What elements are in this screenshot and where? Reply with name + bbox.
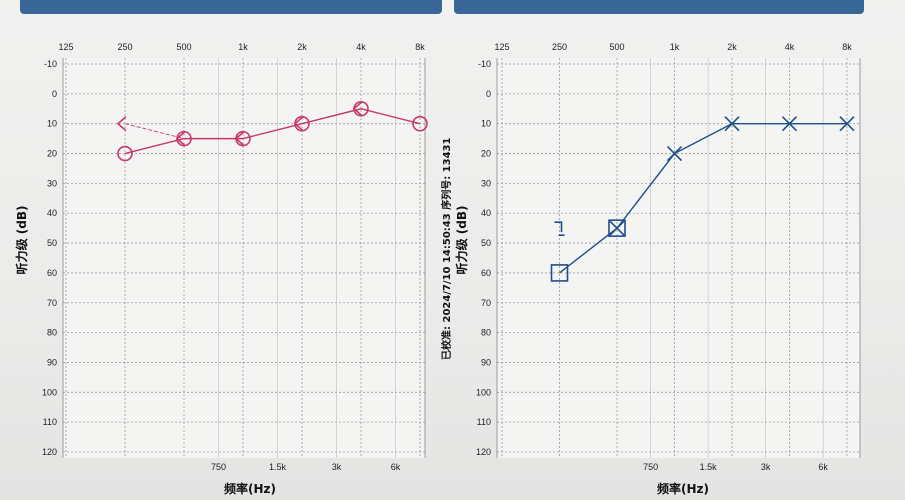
y-tick-label: 60: [481, 268, 491, 278]
audiogram-left-ear: -10 0 10 20 30 40 50 60 70 80 90 100 110 120 125 250 500…: [454, 42, 861, 496]
data-point-square: [608, 219, 626, 237]
data-point-bracket: [175, 131, 186, 147]
y-tick-label: 90: [47, 357, 57, 367]
x-tick-label-top: 2k: [297, 42, 307, 52]
x-tick-label-top: 4k: [356, 42, 366, 52]
x-tick-label-bottom: 6k: [391, 462, 401, 472]
x-tick-label-bottom: 1.5k: [700, 462, 718, 472]
x-tick-label-top: 8k: [842, 42, 852, 52]
x-tick-label-bottom: 750: [643, 462, 658, 472]
y-tick-label: 60: [47, 268, 57, 278]
data-point-bracket: [234, 131, 245, 147]
y-tick-label: 40: [47, 208, 57, 218]
y-tick-label: 10: [47, 119, 57, 129]
data-point-bracket: [116, 116, 127, 132]
x-tick-label-bottom: 3k: [761, 462, 771, 472]
y-tick-label: 0: [52, 89, 57, 99]
y-tick-label: 20: [481, 149, 491, 159]
y-tick-label: 110: [477, 417, 491, 427]
y-tick-label: 30: [481, 178, 491, 188]
data-point-cross: [666, 145, 683, 162]
data-point-bracket-right: [554, 221, 565, 236]
x-tick-label-top: 125: [494, 42, 509, 52]
x-tick-label-bottom: 750: [211, 462, 226, 472]
x-tick-label-top: 1k: [670, 42, 680, 52]
y-axis-title: 听力级 (dB): [454, 206, 469, 275]
series-line-bracket-left: [124, 108, 362, 140]
y-tick-label: 30: [47, 178, 57, 188]
x-tick-label-bottom: 3k: [332, 462, 342, 472]
data-point-cross: [724, 116, 740, 132]
y-tick-label: 20: [47, 149, 57, 159]
y-tick-label: 120: [476, 447, 491, 457]
y-axis-title: 听力级 (dB): [14, 206, 29, 275]
data-point-bracket: [293, 116, 304, 132]
y-tick-label: 70: [481, 298, 491, 308]
data-point-cross: [839, 116, 855, 132]
calibration-text: 已校准: 2024/7/10 14:50:43 序列号: 13431: [440, 137, 453, 360]
y-tick-label: 70: [47, 298, 57, 308]
series-line-square: [559, 227, 618, 274]
data-point-circle: [412, 115, 428, 132]
x-tick-label-top: 4k: [785, 42, 795, 52]
y-tick-label: 10: [481, 119, 491, 129]
x-tick-label-top: 1k: [238, 42, 248, 52]
right-header-banner: [454, 0, 864, 14]
y-tick-label: 80: [47, 328, 57, 338]
data-point-cross: [781, 116, 798, 132]
y-tick-label: 100: [476, 387, 491, 397]
y-tick-label: 50: [481, 238, 491, 248]
x-tick-label-bottom: 6k: [818, 462, 828, 472]
x-tick-label-top: 500: [609, 42, 624, 52]
data-point-bracket: [352, 101, 363, 117]
x-tick-label-top: 2k: [727, 42, 737, 52]
audiogram-right-ear: -10 0 10 20 30 40 50 60 70 80 90 100 110 120 125 250 500…: [14, 42, 428, 496]
plot-area: [497, 58, 860, 458]
x-tick-label-top: 250: [552, 42, 567, 52]
plot-area: [63, 58, 425, 458]
x-tick-label-top: 500: [176, 42, 191, 52]
left-header-banner: [20, 0, 442, 14]
data-point-square: [550, 264, 569, 282]
y-tick-label: 120: [42, 447, 57, 457]
y-tick-label: 100: [42, 387, 57, 397]
y-tick-label: 0: [486, 89, 491, 99]
x-tick-label-top: 250: [117, 42, 132, 52]
y-tick-label: 40: [481, 208, 491, 218]
x-tick-label-bottom: 1.5k: [269, 462, 287, 472]
x-tick-label-top: 8k: [415, 42, 425, 52]
x-axis-title: 频率(Hz): [224, 481, 276, 496]
x-tick-label-top: 125: [58, 42, 73, 52]
data-point-circle: [117, 145, 133, 162]
x-axis-title: 频率(Hz): [657, 481, 709, 496]
y-tick-label: 80: [481, 328, 491, 338]
y-tick-label: -10: [44, 59, 57, 69]
y-tick-label: -10: [478, 59, 491, 69]
y-tick-label: 110: [43, 417, 57, 427]
y-tick-label: 90: [481, 357, 491, 367]
y-tick-label: 50: [47, 238, 57, 248]
